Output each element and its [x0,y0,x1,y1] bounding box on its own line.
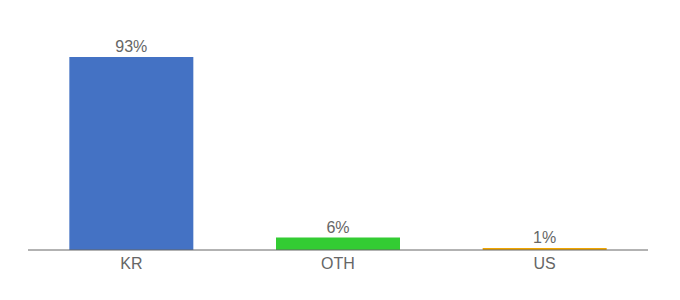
svg-text:93%: 93% [115,38,147,55]
svg-text:OTH: OTH [321,255,355,272]
svg-text:US: US [534,255,556,272]
svg-text:6%: 6% [326,219,349,236]
svg-text:KR: KR [120,255,142,272]
svg-text:1%: 1% [533,229,556,246]
